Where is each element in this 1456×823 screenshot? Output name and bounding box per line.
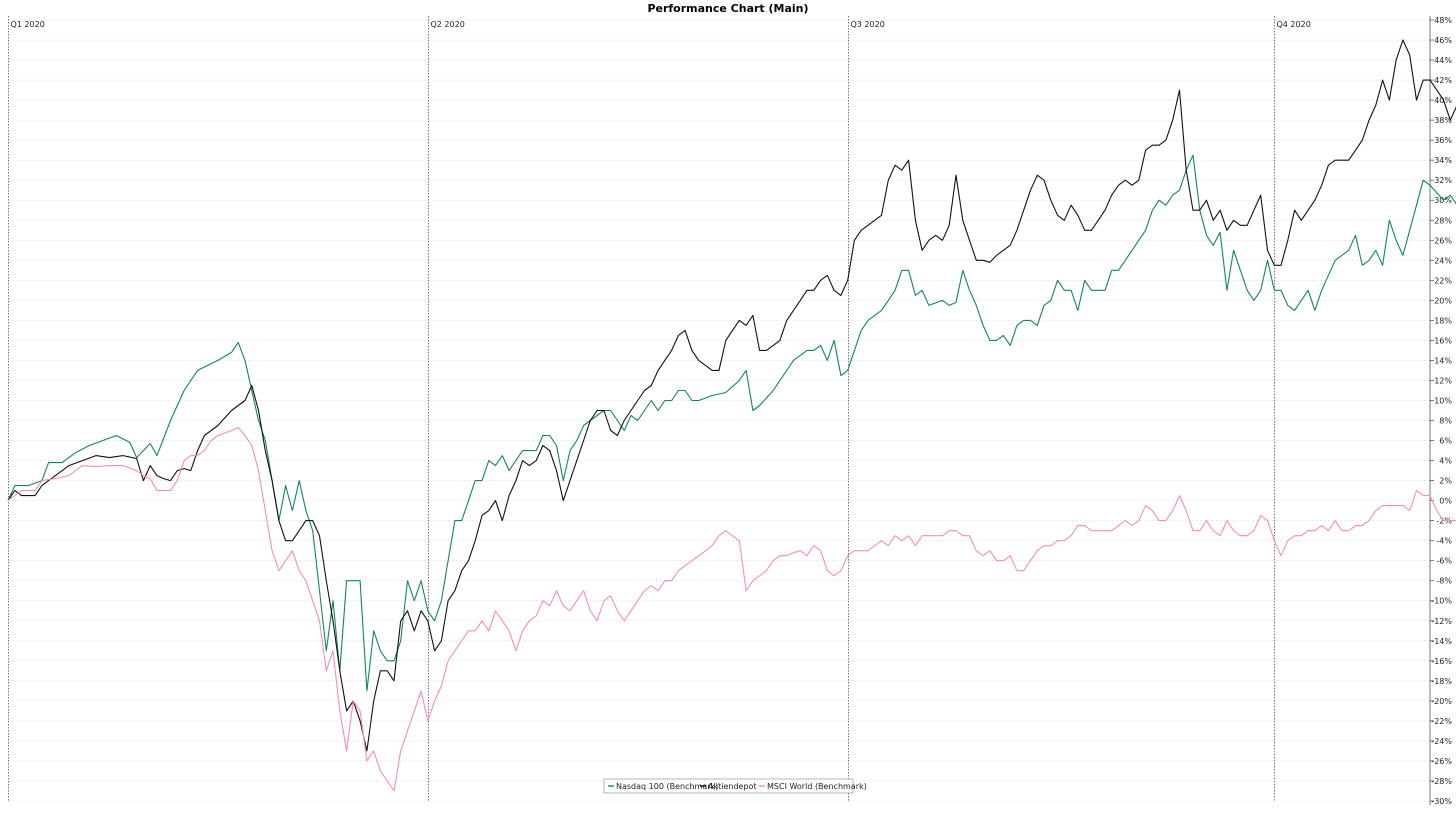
y-tick-label: 26% [1434, 236, 1452, 245]
y-tick-label: -30% [1431, 797, 1452, 806]
y-tick-label: 44% [1434, 56, 1452, 65]
y-tick-label: 48% [1434, 16, 1452, 25]
y-tick-label: -24% [1431, 737, 1452, 746]
y-tick-label: 2% [1439, 477, 1452, 486]
y-tick-label: 30% [1434, 196, 1452, 205]
chart-title: Performance Chart (Main) [647, 2, 808, 15]
y-tick-label: 8% [1439, 417, 1452, 426]
legend-label: Nasdaq 100 (Benchmark) [616, 782, 718, 791]
y-tick-label: -10% [1431, 597, 1452, 606]
grid-layer [8, 19, 1430, 802]
y-tick-label: -14% [1431, 637, 1452, 646]
y-tick-label: -6% [1436, 557, 1452, 566]
y-tick-label: -12% [1431, 617, 1452, 626]
y-tick-label: 46% [1434, 36, 1452, 45]
series-layer [7, 39, 1456, 792]
quarter-marker-label: Q2 2020 [431, 20, 465, 29]
y-tick-label: -22% [1431, 717, 1452, 726]
y-tick-label: 0% [1439, 497, 1452, 506]
y-tick-label: 10% [1434, 396, 1452, 405]
y-tick-label: -28% [1431, 777, 1452, 786]
y-tick-label: -26% [1431, 757, 1452, 766]
y-tick-label: -18% [1431, 677, 1452, 686]
legend: Nasdaq 100 (Benchmark)Aktiendepot MSCI Wo… [603, 778, 867, 794]
quarter-markers: Q1 2020 Q2 2020 Q3 2020 Q4 2020 [8, 16, 1311, 801]
y-tick-label: -16% [1431, 657, 1452, 666]
y-tick-label: 12% [1434, 376, 1452, 385]
quarter-marker-label: Q1 2020 [11, 20, 45, 29]
y-tick-label: -8% [1436, 577, 1452, 586]
y-tick-label: -4% [1436, 537, 1452, 546]
y-tick-label: 32% [1434, 176, 1452, 185]
legend-box [603, 778, 854, 794]
legend-label: MSCI World (Benchmark) [767, 782, 867, 791]
y-axis: 48%46%44%42%40%38%36%34%32%30%28%26%24%2… [1429, 16, 1452, 806]
quarter-marker-label: Q3 2020 [851, 20, 885, 29]
y-tick-label: 6% [1439, 437, 1452, 446]
y-tick-label: 4% [1439, 457, 1452, 466]
y-tick-label: 20% [1434, 296, 1452, 305]
series-line [7, 426, 1456, 792]
y-tick-label: 16% [1434, 336, 1452, 345]
y-tick-label: 22% [1434, 276, 1452, 285]
y-tick-label: 42% [1434, 76, 1452, 85]
y-tick-label: -20% [1431, 697, 1452, 706]
y-tick-label: 14% [1434, 356, 1452, 365]
legend-label: Aktiendepot [708, 782, 757, 791]
quarter-marker-label: Q4 2020 [1277, 20, 1311, 29]
series-line [7, 39, 1456, 752]
y-tick-label: 24% [1434, 256, 1452, 265]
y-tick-label: 28% [1434, 216, 1452, 225]
y-tick-label: 18% [1434, 316, 1452, 325]
y-tick-label: 36% [1434, 136, 1452, 145]
y-tick-label: 34% [1434, 156, 1452, 165]
y-tick-label: 38% [1434, 116, 1452, 125]
series-line [7, 154, 1456, 692]
